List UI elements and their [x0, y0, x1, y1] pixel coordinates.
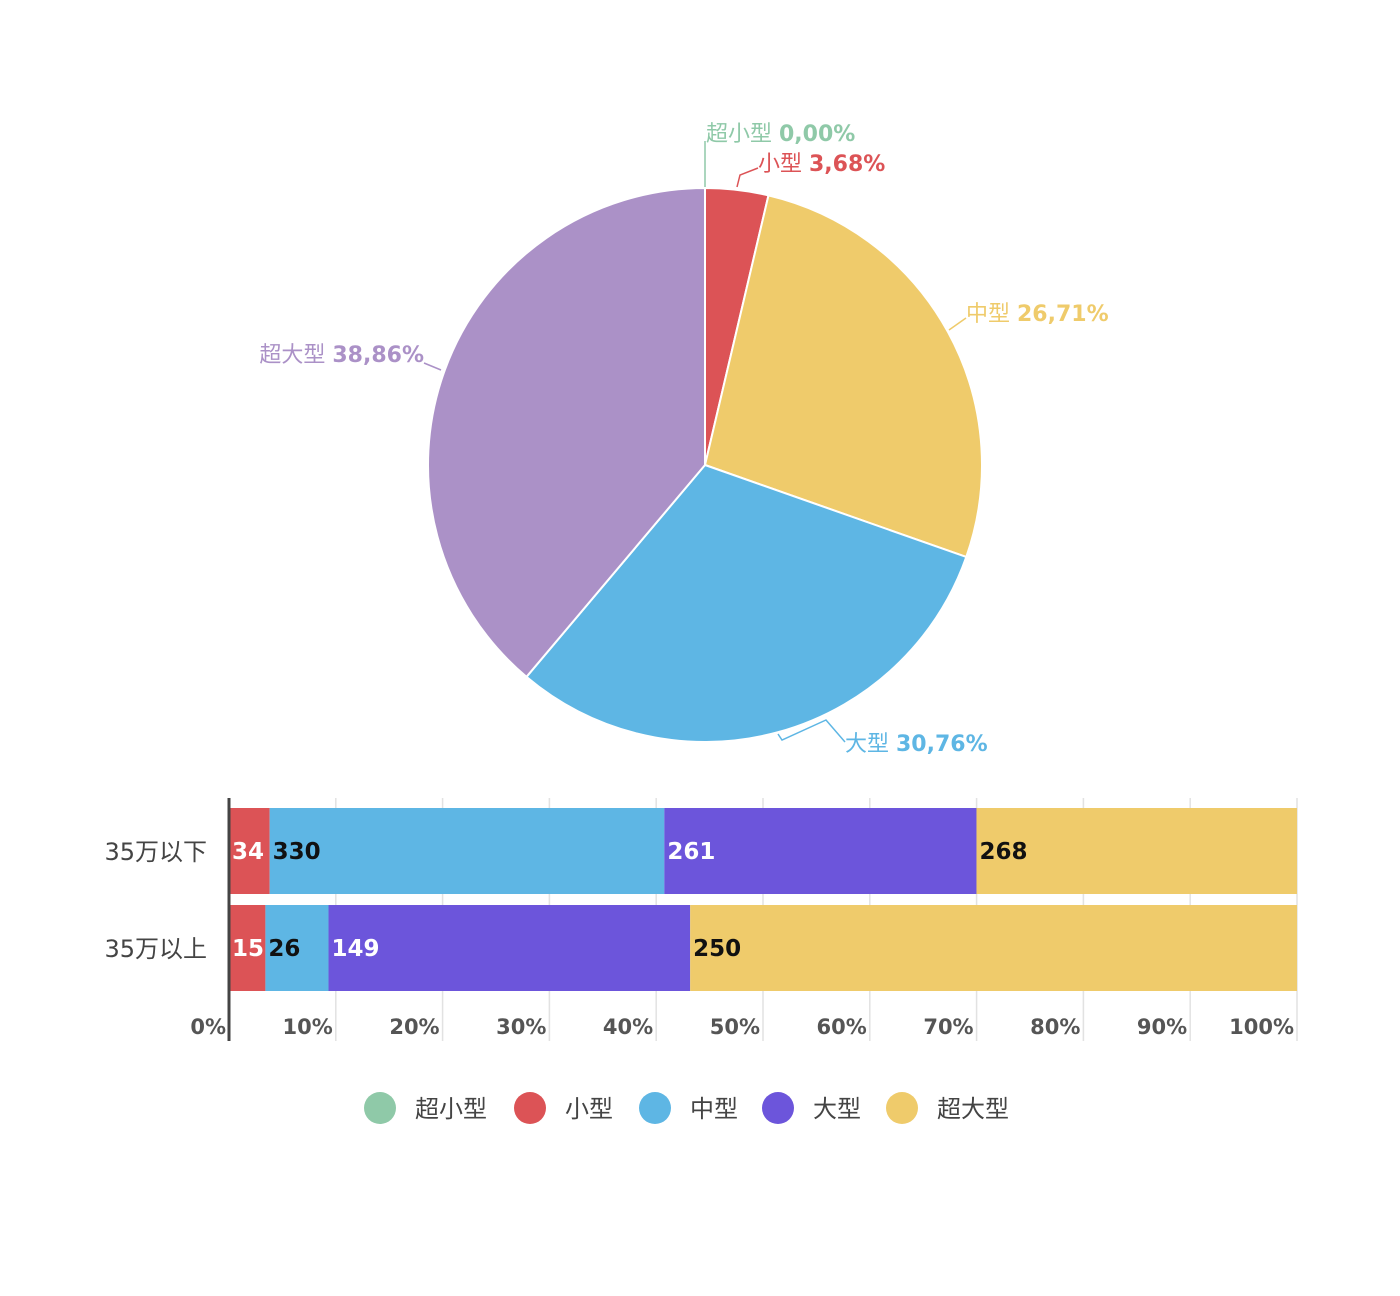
pie-leader-line [423, 362, 442, 371]
pie-chart: 超小型 0,00% 小型 3,68% 中型 26,71% 大型 30,76% 超大型 3… [259, 122, 1108, 757]
legend-item[interactable]: 大型 [762, 1092, 861, 1124]
legend: 超小型 小型 中型 大型 超大型 [364, 1092, 1009, 1124]
legend-label: 小型 [565, 1095, 613, 1123]
y-category-label: 35万以下 [104, 838, 207, 866]
pie-slice-label: 大型 30,76% [845, 732, 988, 757]
legend-swatch [762, 1092, 794, 1124]
x-tick-label: 20% [389, 1015, 439, 1039]
pie-leader-line [948, 317, 967, 331]
x-tick-label: 90% [1137, 1015, 1187, 1039]
legend-swatch [886, 1092, 918, 1124]
bar-segment[interactable] [664, 808, 977, 894]
x-tick-label: 60% [817, 1015, 867, 1039]
bar-value-label: 330 [273, 839, 321, 865]
bar-value-label: 149 [332, 936, 380, 962]
bar-segment[interactable] [690, 905, 1297, 991]
legend-label: 超大型 [937, 1095, 1009, 1123]
x-tick-label: 40% [603, 1015, 653, 1039]
bar-segment[interactable] [976, 808, 1297, 894]
bar-value-label: 15 [232, 936, 264, 962]
legend-item[interactable]: 小型 [514, 1092, 613, 1124]
x-tick-label: 70% [923, 1015, 973, 1039]
bar-value-label: 268 [979, 839, 1027, 865]
x-tick-label: 100% [1229, 1015, 1294, 1039]
legend-item[interactable]: 超大型 [886, 1092, 1009, 1124]
x-tick-label: 10% [283, 1015, 333, 1039]
bar-segment[interactable] [229, 905, 266, 991]
pie-slice-4[interactable] [525, 463, 968, 743]
pie-slice-3[interactable] [703, 194, 983, 559]
bar-value-label: 250 [693, 936, 741, 962]
x-tick-label: 80% [1030, 1015, 1080, 1039]
legend-item[interactable]: 中型 [639, 1092, 738, 1124]
pie-leader-line [736, 167, 759, 188]
legend-label: 大型 [813, 1095, 861, 1123]
x-tick-label: 30% [496, 1015, 546, 1039]
legend-swatch [364, 1092, 396, 1124]
pie-leader-line [777, 719, 846, 743]
legend-label: 超小型 [415, 1095, 487, 1123]
bar-segment[interactable] [328, 905, 691, 991]
y-category-label: 35万以上 [104, 935, 207, 963]
bar-value-label: 26 [268, 936, 300, 962]
stacked-bar-chart: 0%10%20%30%40%50%60%70%80%90%100%0343302… [104, 798, 1298, 1041]
pie-slice-5[interactable] [427, 186, 706, 679]
legend-swatch [639, 1092, 671, 1124]
pie-slice-label: 超大型 38,86% [259, 343, 424, 368]
x-tick-label: 50% [710, 1015, 760, 1039]
bar-value-label: 261 [667, 839, 715, 865]
bar-segment[interactable] [269, 808, 665, 894]
pie-slice-label: 小型 3,68% [758, 152, 885, 177]
legend-label: 中型 [690, 1095, 738, 1123]
legend-swatch [514, 1092, 546, 1124]
bar-segment[interactable] [265, 905, 329, 991]
x-tick-label: 0% [190, 1015, 226, 1039]
bar-segment[interactable] [229, 808, 270, 894]
pie-slice-label: 超小型 0,00% [706, 122, 855, 147]
pie-slice-label: 中型 26,71% [966, 302, 1109, 327]
legend-item[interactable]: 超小型 [364, 1092, 487, 1124]
bar-value-label: 34 [232, 839, 264, 865]
